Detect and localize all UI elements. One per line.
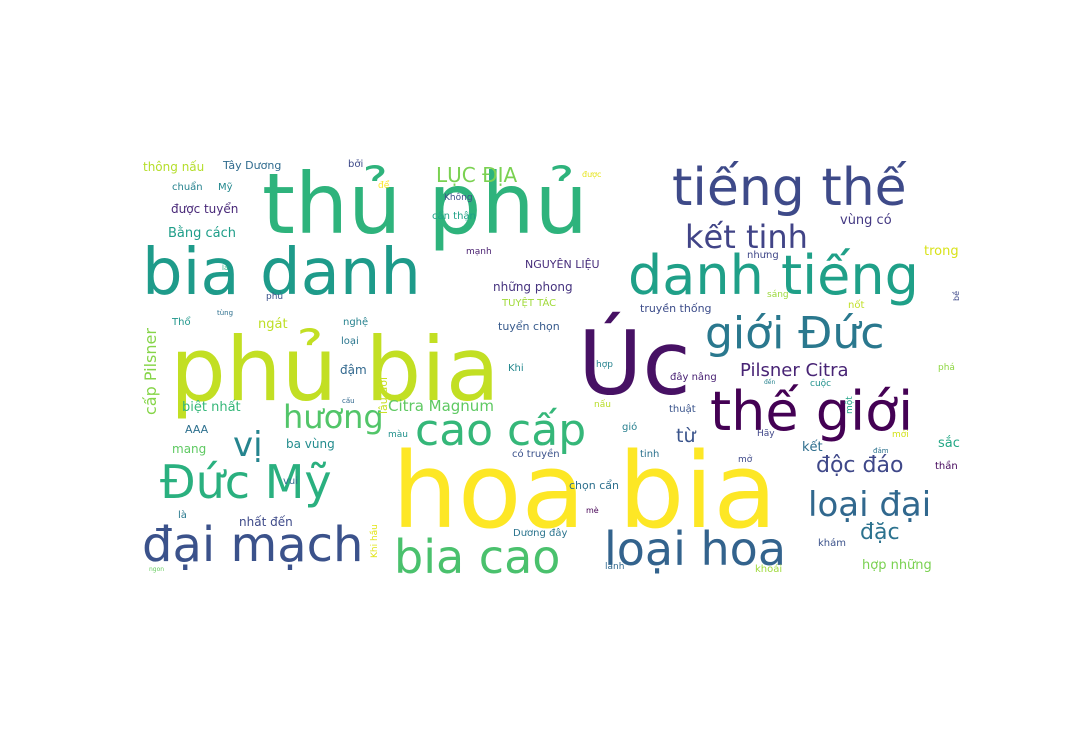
cloud-word: đến — [764, 379, 776, 386]
cloud-word: nấu — [594, 399, 611, 410]
cloud-word: khoái — [755, 563, 782, 575]
cloud-word: vùng có — [840, 213, 892, 228]
cloud-word: loại hoa — [604, 522, 786, 576]
cloud-word: hợp — [596, 360, 613, 370]
cloud-word: LỤC ĐỊA — [436, 163, 518, 187]
cloud-word: gió — [622, 421, 637, 433]
cloud-word: thế giới — [710, 380, 913, 443]
cloud-word: Đức Mỹ — [160, 455, 332, 509]
cloud-word: để — [378, 180, 390, 191]
cloud-word: hợp những — [862, 558, 932, 573]
cloud-word: lâu đời — [377, 377, 390, 414]
cloud-word: thủ phủ — [262, 155, 588, 253]
cloud-word: Citra Magnum — [388, 397, 494, 415]
cloud-word: thông nấu — [143, 160, 204, 174]
cloud-word: bia cao — [394, 530, 560, 584]
cloud-word: là — [222, 264, 228, 272]
cloud-word: lành — [605, 562, 624, 572]
cloud-word: Dương đây — [513, 527, 567, 539]
cloud-word: phủ bia — [170, 318, 500, 421]
cloud-word: truyền thống — [640, 302, 712, 315]
cloud-word: kết — [802, 440, 823, 455]
cloud-word: nhất đến — [239, 515, 293, 529]
cloud-word: đây nâng — [670, 371, 717, 383]
cloud-word: mạnh — [466, 247, 492, 257]
cloud-word: nốt — [848, 299, 864, 311]
cloud-word: cấp Pilsner — [141, 328, 160, 415]
cloud-word: hoa bia — [392, 430, 777, 552]
cloud-word: độc đáo — [816, 453, 903, 478]
cloud-word: chuẩn — [172, 180, 203, 193]
cloud-word: ba vùng — [286, 437, 335, 451]
cloud-word: Bằng cách — [168, 226, 236, 241]
cloud-word: tuyển chọn — [498, 320, 560, 333]
cloud-word: khám — [818, 537, 846, 549]
cloud-word: thuật — [669, 403, 696, 415]
cloud-word: danh tiếng — [628, 244, 919, 307]
cloud-word: đậm — [340, 363, 367, 377]
cloud-word: thần — [935, 460, 958, 472]
cloud-word: TUYỆT TÁC — [501, 296, 556, 309]
cloud-word: một — [844, 396, 855, 414]
cloud-word: nhưng — [747, 250, 779, 261]
cloud-word: đại mạch — [142, 517, 363, 573]
cloud-word: NGUYÊN LIỆU — [525, 258, 600, 271]
cloud-word: vị — [233, 425, 263, 465]
cloud-word: nghệ — [343, 316, 368, 328]
cloud-word: được — [582, 170, 601, 179]
cloud-word: bề — [951, 291, 961, 301]
cloud-word: được tuyển — [171, 202, 238, 216]
cloud-word: Thổ — [171, 315, 191, 328]
cloud-word: trong — [924, 244, 959, 259]
cloud-word: Khi — [508, 363, 524, 374]
cloud-word: Mỹ — [218, 182, 233, 193]
cloud-word: Tây Dương — [222, 159, 281, 172]
cloud-word: biệt nhất — [182, 400, 241, 415]
cloud-word: mới — [892, 429, 909, 440]
cloud-word: là — [178, 509, 187, 521]
cloud-word: giới Đức — [705, 308, 884, 359]
cloud-word: phá — [938, 363, 955, 373]
cloud-word: chọn cẩn — [569, 479, 619, 492]
cloud-word: mang — [172, 442, 206, 456]
cloud-word: Úc — [578, 312, 691, 415]
cloud-word: hương — [283, 398, 384, 436]
cloud-word: Pilsner Citra — [740, 360, 849, 381]
cloud-word: loại đại — [808, 485, 931, 525]
cloud-word: tinh — [640, 449, 659, 460]
cloud-word: màu — [388, 430, 408, 440]
cloud-word: bởi — [348, 158, 363, 170]
cloud-word: tùng — [217, 309, 233, 317]
cloud-word: sắc — [938, 436, 960, 451]
cloud-word: ngát — [258, 317, 288, 332]
cloud-word: mở — [738, 454, 753, 465]
cloud-word: kết tinh — [685, 218, 808, 256]
cloud-word: Khi hầu — [369, 524, 380, 558]
cloud-word: mè — [586, 505, 599, 515]
cloud-word: tiếng thế — [672, 158, 907, 218]
cloud-word: cấu — [342, 397, 355, 405]
cloud-word: loại — [341, 336, 359, 347]
cloud-word: cẩn thận — [432, 209, 476, 222]
cloud-word: Không — [444, 192, 473, 203]
cloud-word: phủ — [266, 291, 283, 302]
cloud-word: bia danh — [142, 236, 421, 310]
cloud-word: vui — [283, 476, 298, 487]
cloud-word: sáng — [767, 290, 789, 300]
cloud-word: có truyền — [512, 448, 560, 460]
cloud-word: AAA — [185, 423, 209, 436]
cloud-word: ngon — [149, 566, 164, 573]
cloud-word: đặc — [860, 520, 900, 545]
cloud-word: Hãy — [757, 429, 775, 439]
cloud-word: đảm — [873, 447, 889, 455]
cloud-word: cao cấp — [415, 405, 586, 456]
cloud-word: những phong — [493, 280, 573, 294]
cloud-word: cuộc — [810, 378, 831, 389]
cloud-word: từ — [676, 425, 696, 447]
